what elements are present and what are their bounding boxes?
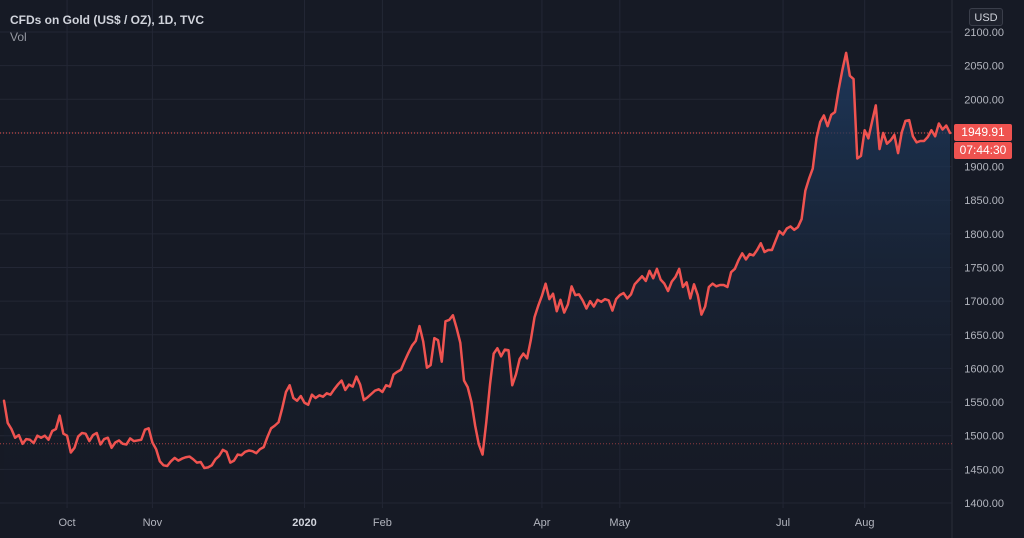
area-fill-path (4, 52, 950, 507)
y-tick-label: 1500.00 (964, 431, 1004, 443)
y-tick-label: 1400.00 (964, 498, 1004, 510)
x-tick-label: Nov (143, 517, 163, 529)
x-tick-label: Jul (776, 517, 790, 529)
x-tick-label: Feb (373, 517, 392, 529)
x-tick-label: Aug (855, 517, 875, 529)
y-tick-label: 2100.00 (964, 27, 1004, 39)
y-tick-label: 1800.00 (964, 229, 1004, 241)
y-tick-label: 2000.00 (964, 94, 1004, 106)
area-fill (4, 52, 950, 507)
y-tick-label: 1600.00 (964, 363, 1004, 375)
chart-legend: CFDs on Gold (US$ / OZ), 1D, TVC Vol (10, 12, 204, 46)
y-tick-label: 1450.00 (964, 464, 1004, 476)
y-tick-label: 1850.00 (964, 195, 1004, 207)
last-price-tag: 1949.91 (954, 123, 1012, 141)
symbol-title[interactable]: CFDs on Gold (US$ / OZ), 1D, TVC (10, 13, 205, 27)
y-axis[interactable]: 2100.002050.002000.001950.001900.001850.… (964, 27, 1004, 510)
x-tick-label: Oct (59, 517, 76, 529)
volume-label[interactable]: Vol (10, 30, 27, 44)
x-axis[interactable]: Oct Nov 2020 Feb Apr May Jul Aug (59, 517, 875, 529)
y-tick-label: 2050.00 (964, 61, 1004, 73)
x-tick-label: 2020 (292, 517, 316, 529)
y-tick-label: 1650.00 (964, 330, 1004, 342)
y-tick-label: 1550.00 (964, 397, 1004, 409)
price-line (2, 51, 952, 470)
y-tick-label: 1700.00 (964, 296, 1004, 308)
x-tick-label: May (609, 517, 630, 529)
currency-button[interactable]: USD (969, 8, 1003, 26)
bar-countdown-tag: 07:44:30 (954, 141, 1012, 159)
y-tick-label: 1900.00 (964, 162, 1004, 174)
price-line-series (2, 51, 952, 470)
x-tick-label: Apr (533, 517, 550, 529)
y-tick-label: 1750.00 (964, 263, 1004, 275)
